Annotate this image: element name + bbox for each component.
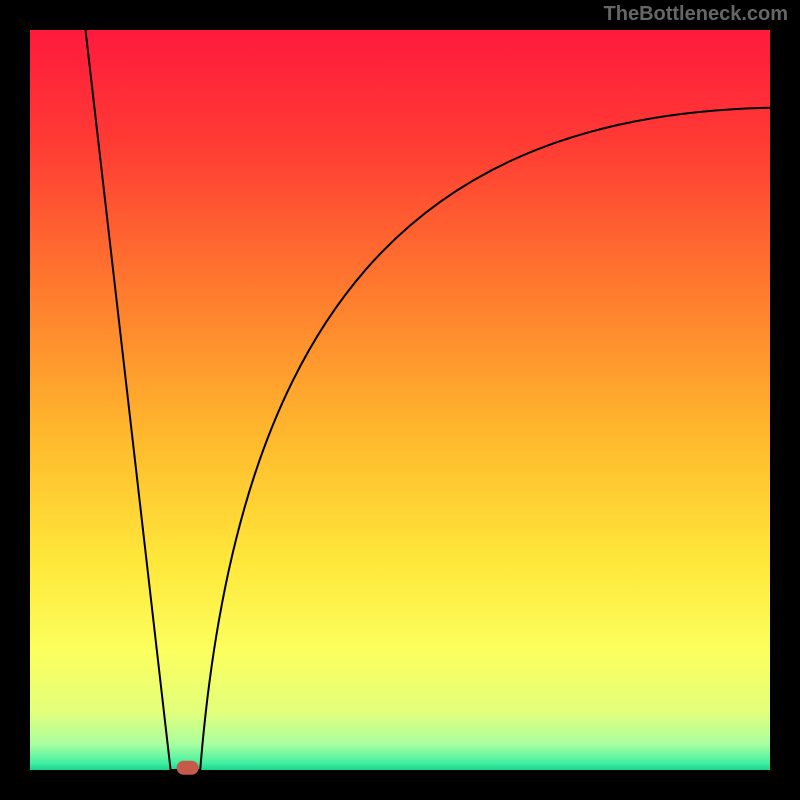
attribution-text: TheBottleneck.com [604, 3, 788, 26]
minimum-marker [177, 761, 199, 775]
chart-container: TheBottleneck.com [0, 0, 800, 800]
plot-background [30, 30, 770, 770]
chart-svg [0, 0, 800, 800]
